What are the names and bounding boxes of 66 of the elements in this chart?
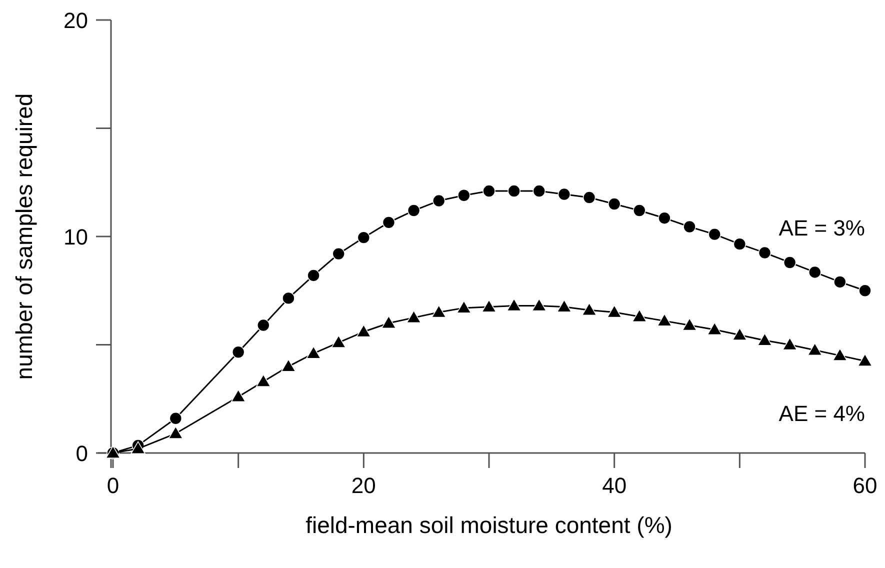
point: [682, 318, 697, 331]
y-tick-label: 10: [64, 224, 88, 250]
point: [331, 335, 346, 348]
point: [256, 374, 271, 387]
point: [356, 324, 372, 338]
point: [582, 191, 596, 204]
point: [432, 194, 446, 208]
x-tick-label: 60: [852, 473, 878, 498]
point: [431, 304, 446, 318]
point: [281, 359, 296, 372]
point: [683, 220, 696, 234]
point: [532, 298, 547, 312]
point: [169, 412, 182, 425]
point: [282, 292, 295, 305]
point: [458, 188, 470, 202]
point: [407, 204, 420, 217]
x-axis-title: field-mean soil moisture content (%): [306, 512, 672, 538]
point: [707, 322, 722, 335]
point: [633, 204, 646, 217]
point: [556, 299, 572, 312]
point: [758, 246, 772, 260]
point: [532, 184, 546, 198]
point: [482, 299, 496, 312]
point: [834, 276, 846, 288]
point: [232, 346, 245, 359]
point: [832, 348, 848, 361]
point: [708, 228, 721, 241]
point: [757, 333, 772, 346]
point: [506, 298, 522, 312]
x-tick-label: 40: [602, 473, 627, 498]
point: [733, 238, 746, 250]
y-axis-title: number of samples required: [11, 93, 37, 380]
point: [306, 346, 321, 359]
point: [807, 342, 822, 356]
point: [558, 188, 571, 201]
point: [381, 316, 396, 328]
point: [582, 302, 597, 316]
point: [606, 304, 622, 318]
point: [657, 314, 672, 326]
point: [357, 231, 370, 244]
x-tick-label: 0: [106, 473, 120, 498]
point: [257, 318, 270, 332]
point: [783, 256, 796, 269]
y-tick-label: 20: [64, 8, 88, 33]
point: [168, 426, 184, 439]
point: [230, 389, 246, 402]
point: [456, 300, 472, 314]
point: [382, 216, 396, 229]
series-label: AE = 3%: [778, 216, 865, 241]
x-tick-label: 20: [351, 473, 376, 498]
point: [632, 309, 647, 322]
y-tick-label: 0: [76, 441, 88, 466]
point: [482, 184, 496, 198]
point: [732, 328, 748, 340]
point: [406, 310, 422, 324]
point: [782, 337, 798, 350]
point: [307, 269, 320, 282]
point: [332, 247, 345, 260]
series-label: AE = 4%: [778, 400, 865, 426]
point: [508, 184, 520, 198]
point: [608, 198, 621, 210]
point: [858, 284, 872, 298]
point: [858, 354, 872, 366]
point: [130, 441, 146, 454]
point: [658, 212, 671, 224]
point: [808, 266, 822, 279]
